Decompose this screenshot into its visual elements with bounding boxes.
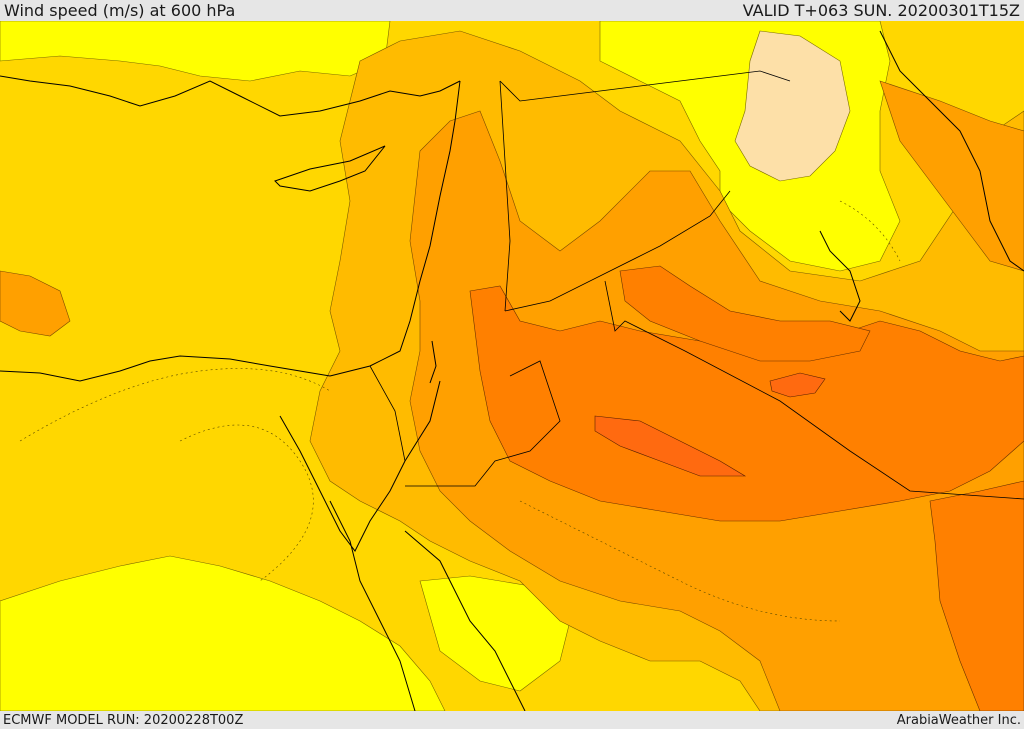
speed-contours <box>19 200 901 622</box>
border-line <box>405 360 561 487</box>
field-highest-core-east <box>769 372 826 398</box>
wind-speed-map[interactable] <box>0 21 1024 711</box>
map-title: Wind speed (m/s) at 600 hPa <box>4 1 236 20</box>
border-line <box>499 70 791 102</box>
credit-label: ArabiaWeather Inc. <box>896 712 1021 728</box>
border-line <box>369 365 406 462</box>
field-high-southeast <box>929 480 1024 711</box>
model-run-label: ECMWF MODEL RUN: 20200228T00Z <box>3 712 244 728</box>
border-line <box>504 190 731 312</box>
footer-bar: ECMWF MODEL RUN: 20200228T00Z ArabiaWeat… <box>0 711 1024 729</box>
field-elevated-east <box>879 80 1024 272</box>
field-elevated-west <box>0 270 71 337</box>
header-bar: Wind speed (m/s) at 600 hPa VALID T+063 … <box>0 0 1024 21</box>
levant-coast <box>329 80 461 377</box>
borders <box>369 70 1024 500</box>
coastlines <box>0 30 1024 711</box>
border-line <box>499 80 511 312</box>
turkey-coast <box>0 75 461 117</box>
field-calm-pocket <box>734 30 851 182</box>
valid-time-label: VALID T+063 SUN. 20200301T15Z <box>742 1 1020 20</box>
sinai-and-gulfs <box>279 380 526 711</box>
field-lowest-south <box>419 575 571 692</box>
map-svg <box>0 21 1024 711</box>
dead-sea <box>429 340 437 384</box>
field-lowest-southwest <box>0 555 446 711</box>
border-line <box>604 280 1024 500</box>
cyprus <box>274 145 386 192</box>
field-highest-core <box>594 415 747 477</box>
egypt-coast <box>0 355 331 382</box>
caspian-region-coast <box>879 30 1024 272</box>
persian-gulf-coast <box>819 230 861 322</box>
contour-line <box>179 424 314 582</box>
field-high-north <box>619 265 871 362</box>
